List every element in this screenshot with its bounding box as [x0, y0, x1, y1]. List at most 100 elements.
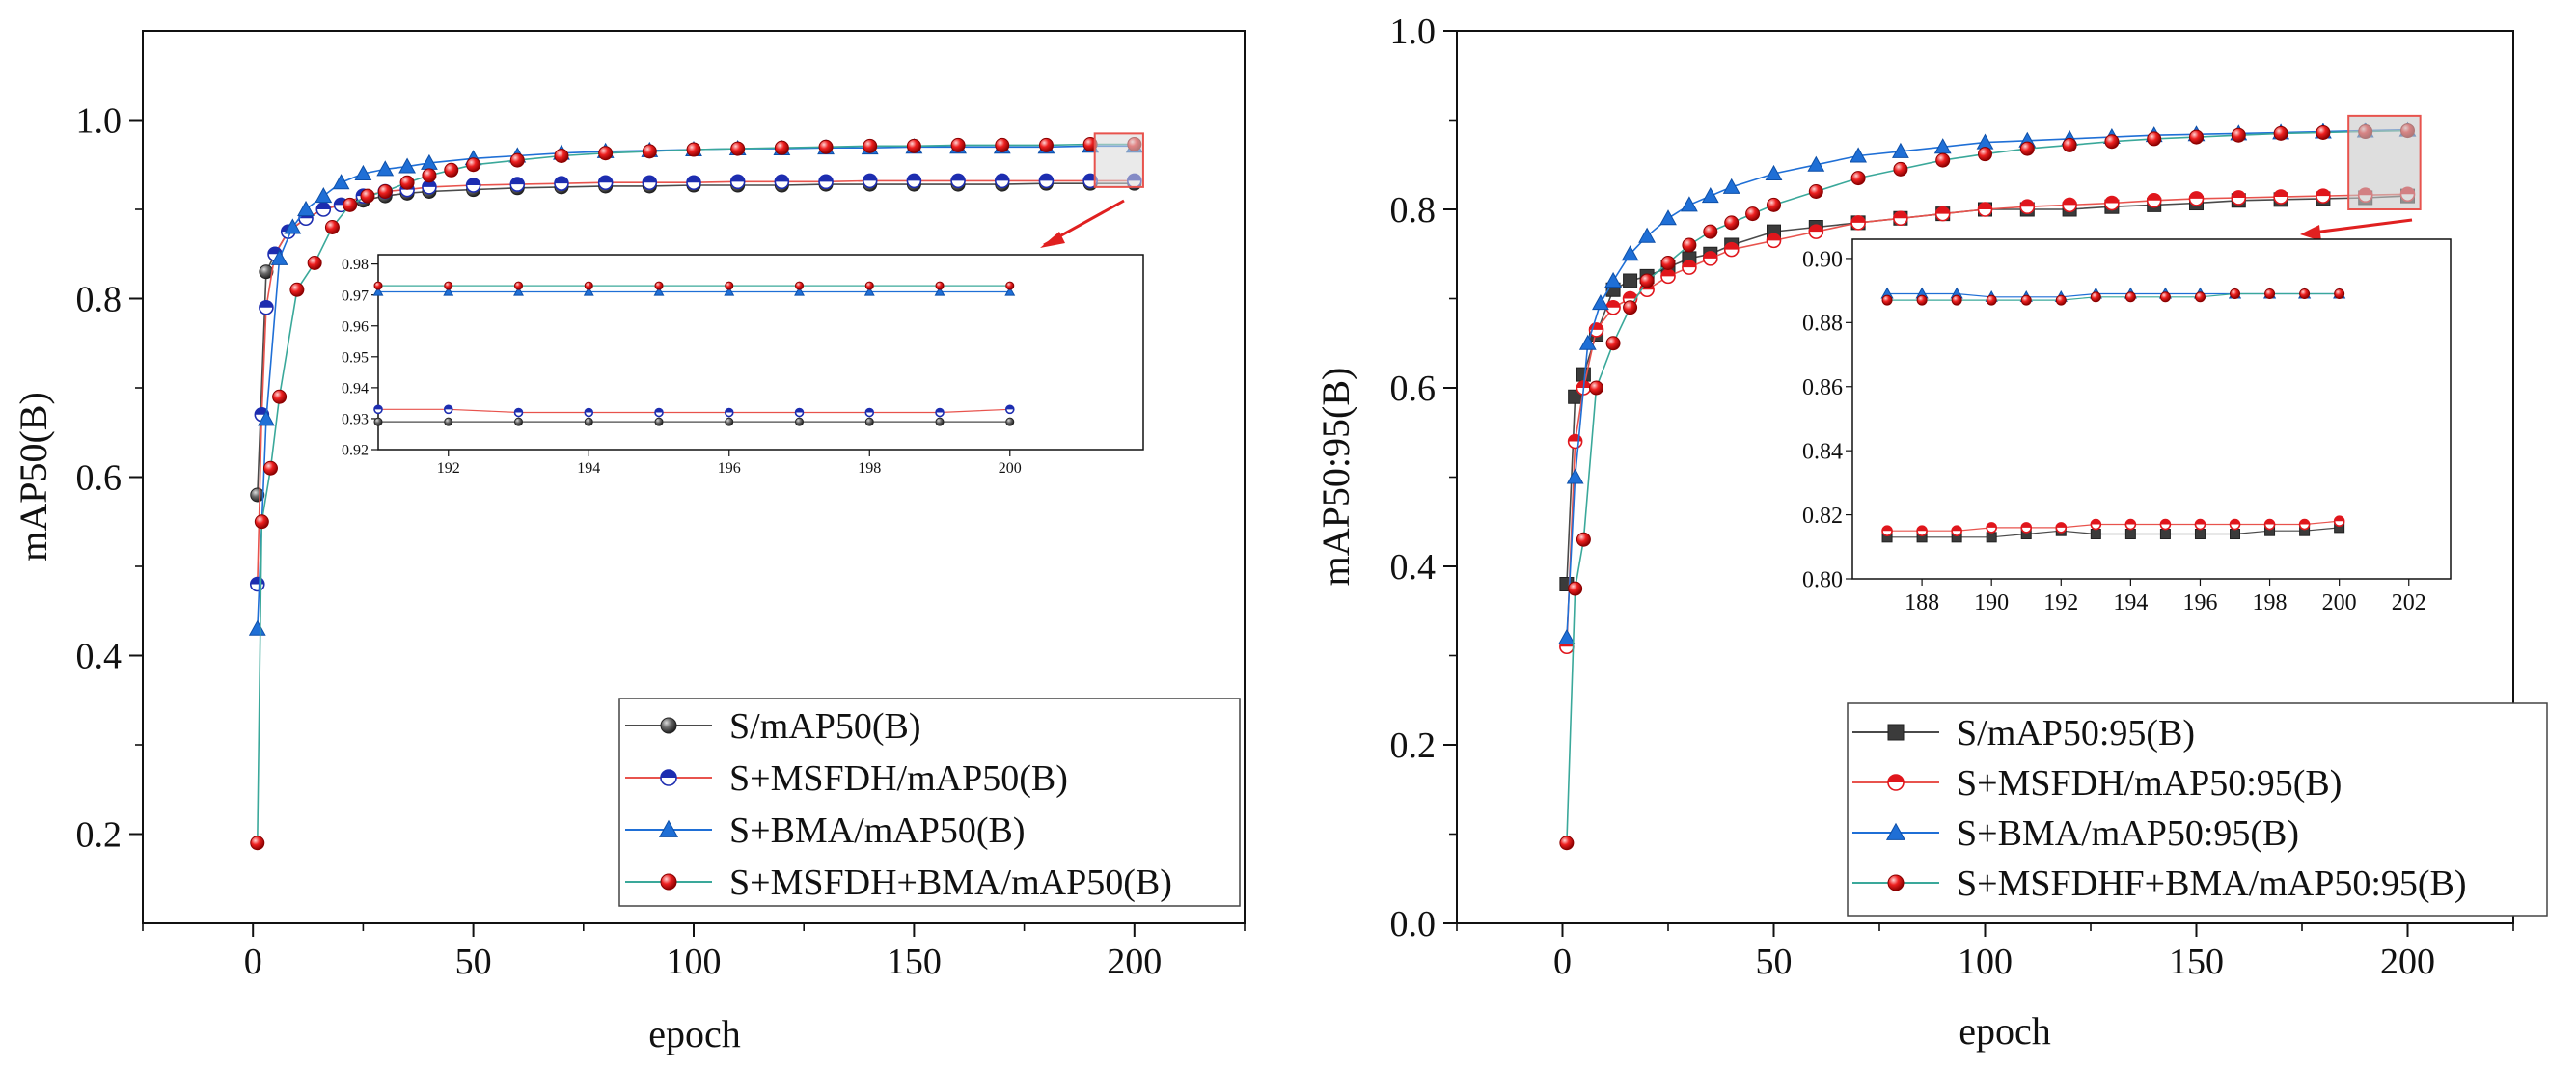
series-1-point [862, 173, 878, 189]
inset-series-1-point [724, 407, 734, 418]
x-tick-label: 150 [887, 942, 942, 982]
inset-series-1-point [1986, 522, 1997, 534]
series-1-point-fill [2147, 193, 2161, 201]
series-1-point-fill [598, 176, 613, 183]
inset-series-3-point [1881, 294, 1893, 306]
legend-marker-0 [1887, 724, 1905, 741]
inset-left: 192 194 196 198 200 0.92 0.93 0.94 0.95 0.96 0.97 0… [342, 254, 1144, 477]
inset-series-3-point [444, 281, 453, 290]
series-3-point [1623, 300, 1638, 315]
series-1-point [2019, 199, 2036, 215]
series-1-point-fill [259, 300, 273, 308]
series-1-point [2316, 188, 2331, 204]
inset-series-0-point [1005, 417, 1015, 426]
series-3-point [906, 138, 921, 153]
series-1-point [2231, 190, 2247, 206]
inset-series-1-point [2298, 518, 2311, 531]
series-1-point-fill [2232, 190, 2246, 198]
inset-series-1-point [1951, 525, 1962, 536]
legend-frame-left [618, 698, 1241, 907]
series-1-point-fill [643, 176, 657, 183]
y-axis-title-left: mAP50(B) [12, 392, 55, 562]
inset-x-tick-label: 200 [999, 460, 1022, 477]
series-1-point [950, 173, 966, 189]
legend-label-0: S/mAP50:95(B) [1957, 713, 2195, 754]
inset-series-2-point [1004, 286, 1016, 296]
series-3-point [598, 146, 614, 161]
inset-series-3-point [2230, 288, 2241, 299]
inset-series-3-point [2194, 291, 2206, 303]
series-1-point-fill [466, 178, 480, 186]
series-3-point [1724, 215, 1740, 231]
y-tick-label: 0.2 [76, 815, 123, 856]
series-3-point [554, 149, 569, 163]
y-tick-label: 0.4 [76, 637, 123, 677]
series-3-point [686, 142, 701, 157]
inset-series-1-point [2263, 518, 2276, 531]
series-3-point [422, 168, 437, 183]
series-1-point-fill [951, 174, 966, 181]
inset-series-1-point [2020, 522, 2033, 534]
inset-series-1-point [513, 407, 524, 418]
series-1-point [906, 173, 922, 189]
inset-series-3-point [2334, 288, 2345, 299]
inset-series-1-point-fill [444, 405, 452, 410]
inset-y-tick-label: 0.90 [1802, 247, 1843, 272]
x-tick-label: 50 [455, 942, 492, 982]
series-1-point-fill [1935, 206, 1950, 214]
y-tick-label: 0.8 [1390, 190, 1437, 231]
series-1-point-fill [1682, 260, 1696, 268]
x-axis-title-right: epoch [1959, 1009, 2051, 1053]
inset-y-tick-label: 0.84 [1802, 440, 1843, 465]
y-tick-label: 0.2 [1390, 726, 1437, 766]
series-1-point-fill [554, 177, 568, 184]
x-axis-title-left: epoch [648, 1012, 741, 1055]
y-tick-label: 1.0 [76, 101, 123, 142]
y-tick-label: 0.0 [1390, 904, 1437, 945]
inset-right: 188 190 192 194 196 198 200 202 0.80 0.82 0.84 0.86… [1802, 238, 2452, 616]
legend-marker-3 [660, 873, 677, 891]
inset-x-tick-label: 194 [2113, 590, 2148, 616]
inset-series-3-point [2159, 291, 2171, 303]
series-3-point [1576, 532, 1591, 547]
inset-series-1-point-fill [1005, 405, 1014, 410]
series-1-point [729, 174, 746, 190]
inset-series-2-point [372, 286, 384, 296]
legend-marker-2 [658, 819, 679, 837]
inset-y-tick-label: 0.80 [1802, 567, 1843, 592]
series-3-point [466, 157, 481, 173]
series-3-point [863, 138, 878, 153]
inset-series-2-point [583, 286, 594, 296]
inset-series-1-point [1881, 525, 1893, 536]
series-1-point [686, 175, 701, 191]
series-1-point-fill [316, 203, 331, 209]
legend-left: S/mAP50(B) S+MSFDH/mAP50(B) S+BMA/mAP50(B)… [618, 698, 1241, 907]
series-3-point [1808, 184, 1823, 199]
series-1-point [1082, 173, 1098, 189]
inset-x-tick-label: 190 [1974, 590, 2009, 616]
series-3-point [2316, 124, 2331, 140]
inset-series-1-point [2055, 522, 2068, 534]
series-3-point [444, 162, 459, 178]
inset-x-tick-label: 188 [1905, 590, 1939, 616]
inset-series-0-point [2159, 529, 2171, 540]
inset-y-tick-label: 0.97 [342, 288, 369, 304]
series-1-point [1660, 268, 1676, 285]
inset-y-tick-label: 0.93 [342, 412, 369, 428]
inset-series-3-point [864, 281, 874, 290]
series-3-point [1850, 171, 1866, 186]
inset-series-1-point [2124, 518, 2137, 531]
inset-series-1-point-fill [2056, 522, 2067, 528]
series-1-point [509, 177, 526, 192]
series-1-point-fill [2063, 198, 2077, 206]
legend-label-1: S+MSFDH/mAP50(B) [729, 758, 1068, 799]
series-1-point [642, 175, 658, 191]
series-1-point [2104, 195, 2120, 211]
series-3-point [995, 137, 1010, 152]
series-1-point [1567, 433, 1583, 450]
inset-x-tick-label: 192 [437, 460, 460, 477]
series-0-point [1623, 273, 1638, 288]
series-1-point [2188, 191, 2205, 206]
series-2-point [1765, 164, 1783, 180]
inset-series-1-point [2229, 518, 2241, 531]
